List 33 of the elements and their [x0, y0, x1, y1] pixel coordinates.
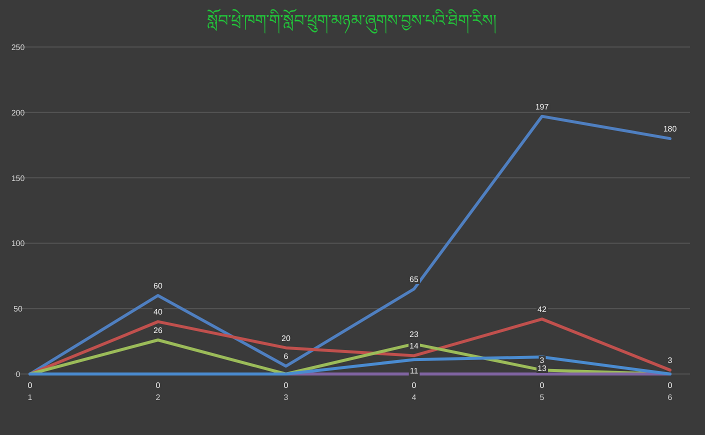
data-label: 0	[668, 381, 673, 390]
data-label: 65	[410, 274, 419, 284]
data-label: 6	[284, 352, 289, 362]
x-tick-label: 5	[540, 393, 545, 402]
y-tick-label: 250	[11, 43, 26, 52]
data-label: 40	[154, 308, 163, 317]
data-label: 20	[282, 334, 291, 343]
data-label: 3	[668, 356, 673, 366]
data-label: 11	[410, 366, 419, 376]
y-tick-label: 150	[11, 174, 26, 183]
data-label: 23	[410, 330, 419, 339]
data-label: 0	[284, 381, 289, 390]
data-label: 60	[154, 282, 163, 291]
x-tick-label: 4	[412, 393, 417, 402]
data-label: 0	[540, 381, 545, 390]
data-label: 197	[535, 102, 550, 112]
data-label: 42	[538, 305, 547, 314]
y-tick-label: 50	[14, 304, 23, 314]
x-tick-label: 3	[284, 393, 289, 402]
data-label: 0	[156, 381, 161, 390]
data-label: 0	[28, 381, 33, 390]
x-tick-label: 6	[668, 393, 673, 402]
data-label: 0	[412, 381, 417, 390]
data-label: 3	[540, 356, 545, 366]
data-label: 26	[154, 326, 163, 335]
y-tick-label: 0	[16, 370, 21, 379]
data-label: 13	[538, 364, 547, 373]
data-label: 14	[410, 342, 419, 351]
y-tick-label: 100	[11, 239, 26, 248]
x-tick-label: 1	[28, 393, 33, 402]
data-label: 180	[663, 124, 678, 134]
y-tick-label: 200	[11, 108, 26, 118]
x-tick-label: 2	[156, 393, 161, 402]
